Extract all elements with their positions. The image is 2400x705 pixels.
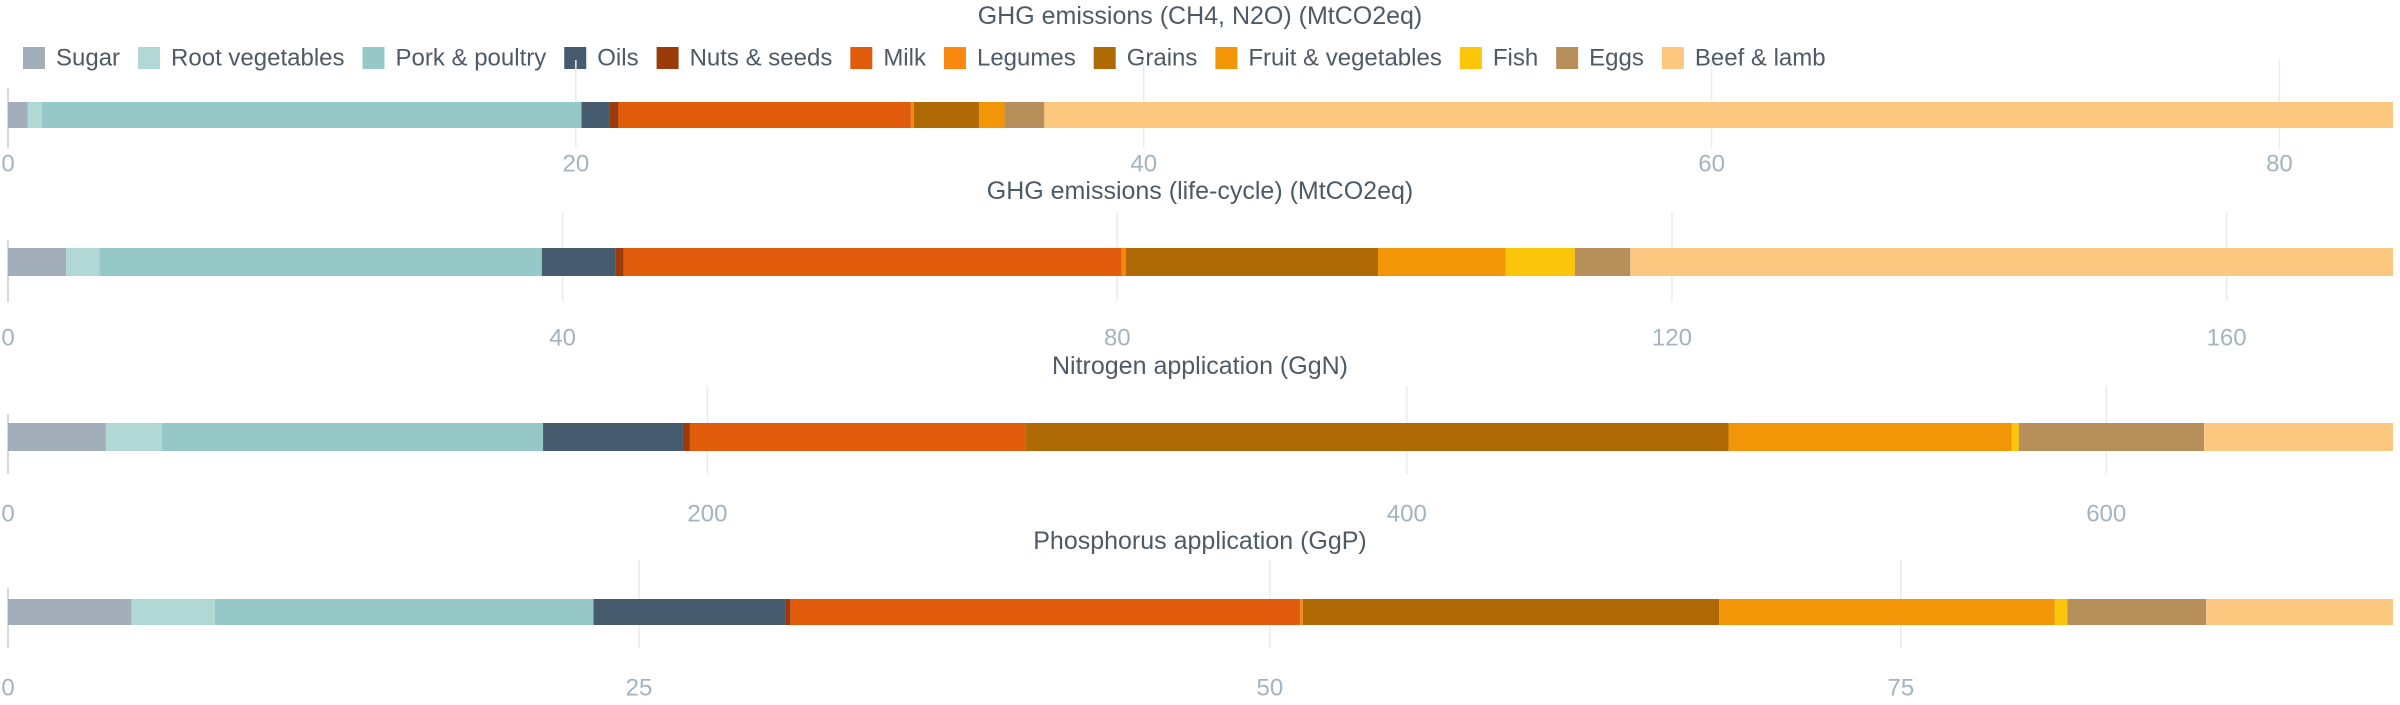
panel-title: Nitrogen application (GgN): [1052, 352, 1348, 380]
bar-segment-sugar: [8, 102, 28, 128]
bar-segment-beef-lamb: [1044, 102, 2393, 128]
bar-segment-milk: [790, 599, 1301, 625]
panel-title: GHG emissions (life-cycle) (MtCO2eq): [987, 177, 1413, 205]
legend-swatch: [656, 47, 679, 69]
tick-label: 80: [1104, 325, 1131, 352]
tick-label: 0: [1, 675, 14, 701]
bar-segment-oils: [593, 599, 786, 625]
bar-segment-sugar: [8, 423, 106, 451]
legend-label: Eggs: [1589, 45, 1644, 72]
bar-segment-nuts-seeds: [682, 423, 690, 451]
bar-segment-pork-poultry: [42, 102, 582, 128]
chart-panel-1: GHG emissions (CH4, N2O) (MtCO2eq) 0 20 40 6…: [1, 2, 2393, 178]
bar-segment-grains: [1125, 248, 1378, 276]
tick-label: 160: [2207, 325, 2247, 352]
bar-segment-legumes: [910, 102, 914, 128]
tick-label: 600: [2086, 501, 2126, 528]
bar-segment-eggs: [1574, 248, 1631, 276]
bar-segment-oils: [543, 423, 683, 451]
tick-label: 0: [1, 325, 14, 352]
bar-segment-eggs: [2067, 599, 2207, 625]
bar-segment-pork-poultry: [99, 248, 542, 276]
bar-segment-beef-lamb: [2206, 599, 2393, 625]
panel-title: Phosphorus application (GgP): [1033, 527, 1367, 555]
bar-segment-grains: [913, 102, 980, 128]
bar-segment-root-vegetables: [105, 423, 162, 451]
bar-segment-nuts-seeds: [785, 599, 791, 625]
tick-label: 400: [1387, 501, 1427, 528]
legend-label: Sugar: [56, 45, 120, 72]
bar-segment-root-vegetables: [131, 599, 215, 625]
legend-swatch: [362, 47, 385, 69]
bar-segment-nuts-seeds: [615, 248, 624, 276]
bar-segment-grains: [1025, 423, 1729, 451]
legend: Sugar Root vegetables Pork & poultry Oils Nu…: [23, 45, 1826, 72]
bar-segment-fruit-vegetables: [979, 102, 1005, 128]
chart-panel-2: GHG emissions (life-cycle) (MtCO2eq) 0 40 8…: [1, 177, 2393, 352]
bar-segment-root-vegetables: [66, 248, 100, 276]
bar-segment-fish: [2054, 599, 2068, 625]
legend-label: Fruit & vegetables: [1248, 45, 1441, 72]
tick-label: 75: [1888, 675, 1915, 701]
bar-segment-eggs: [1004, 102, 1045, 128]
bar-segment-legumes: [1121, 248, 1126, 276]
bar-segment-beef-lamb: [2204, 423, 2393, 451]
bar-segment-milk: [623, 248, 1122, 276]
legend-swatch: [23, 47, 45, 69]
bar-segment-grains: [1302, 599, 1720, 625]
tick-label: 60: [1698, 151, 1725, 178]
legend-label: Pork & poultry: [396, 45, 547, 72]
bar-segment-sugar: [8, 248, 67, 276]
legend-swatch: [1459, 47, 1482, 69]
legend-label: Legumes: [977, 45, 1076, 72]
legend-swatch: [564, 47, 587, 69]
bar-segment-beef-lamb: [1630, 248, 2393, 276]
bar-segment-nuts-seeds: [609, 102, 619, 128]
bar-segment-fruit-vegetables: [1719, 599, 2055, 625]
legend-label: Nuts & seeds: [690, 45, 833, 72]
tick-label: 40: [1130, 151, 1157, 178]
tick-label: 25: [626, 675, 653, 701]
bar-segment-root-vegetables: [27, 102, 43, 128]
bar-segment-oils: [581, 102, 610, 128]
chart-panel-4: Phosphorus application (GgP) 0 25 50 75: [1, 527, 2393, 702]
legend-label: Grains: [1127, 45, 1198, 72]
tick-label: 0: [1, 501, 14, 528]
bar-segment-eggs: [2018, 423, 2205, 451]
bar-segment-fish: [1505, 248, 1575, 276]
legend-swatch: [138, 47, 161, 69]
tick-label: 120: [1652, 325, 1692, 352]
legend-label: Root vegetables: [171, 45, 344, 72]
bar-segment-fruit-vegetables: [1728, 423, 2012, 451]
bar-segment-fruit-vegetables: [1377, 248, 1506, 276]
tick-label: 80: [2266, 151, 2293, 178]
legend-swatch: [943, 47, 966, 69]
legend-swatch: [1556, 47, 1579, 69]
tick-label: 0: [1, 151, 14, 178]
legend-label: Oils: [597, 45, 638, 72]
bar-segment-milk: [618, 102, 911, 128]
bar-segment-pork-poultry: [161, 423, 544, 451]
bar-segment-legumes: [1300, 599, 1303, 625]
tick-label: 50: [1257, 675, 1284, 701]
panel-title: GHG emissions (CH4, N2O) (MtCO2eq): [978, 2, 1423, 30]
legend-label: Fish: [1493, 45, 1538, 72]
legend-label: Beef & lamb: [1695, 45, 1826, 72]
legend-swatch: [1215, 47, 1238, 69]
legend-label: Milk: [883, 45, 927, 72]
bar-segment-sugar: [8, 599, 132, 625]
bar-segment-pork-poultry: [214, 599, 594, 625]
bar-segment-milk: [689, 423, 1026, 451]
tick-label: 200: [687, 501, 727, 528]
legend-swatch: [1093, 47, 1116, 69]
bar-segment-oils: [541, 248, 616, 276]
bar-segment-fish: [2011, 423, 2019, 451]
tick-label: 40: [549, 325, 576, 352]
legend-swatch: [1661, 47, 1684, 69]
chart-panel-3: Nitrogen application (GgN) 0 200 400 600: [1, 352, 2393, 528]
tick-label: 20: [563, 151, 590, 178]
legend-swatch: [850, 47, 873, 69]
